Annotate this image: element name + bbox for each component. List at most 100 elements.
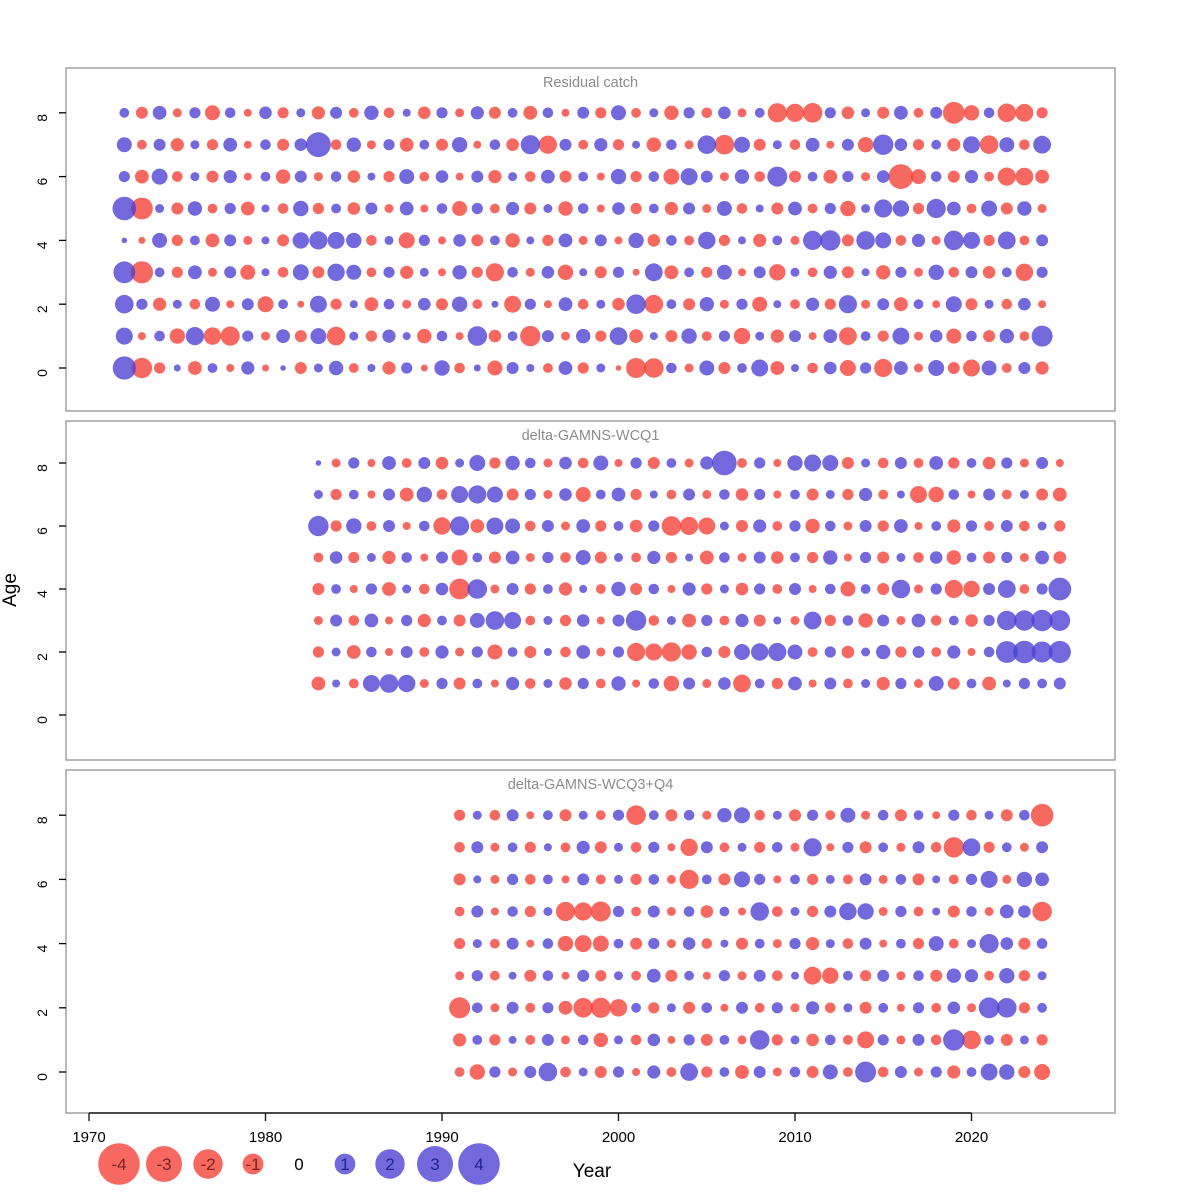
negative-residual-bubble <box>857 137 874 153</box>
positive-residual-bubble <box>207 363 218 373</box>
negative-residual-bubble <box>170 138 184 152</box>
negative-residual-bubble <box>841 106 855 120</box>
negative-residual-bubble <box>684 363 694 373</box>
positive-residual-bubble <box>614 971 623 981</box>
positive-residual-bubble <box>327 231 345 249</box>
negative-residual-bubble <box>878 874 888 884</box>
negative-residual-bubble <box>912 938 925 950</box>
x-tick-label: 2000 <box>602 1129 635 1146</box>
positive-residual-bubble <box>929 551 943 564</box>
negative-residual-bubble <box>663 675 680 692</box>
negative-residual-bubble <box>1018 937 1031 950</box>
negative-residual-bubble <box>206 170 219 183</box>
negative-residual-bubble <box>558 201 573 216</box>
negative-residual-bubble <box>1018 970 1030 982</box>
negative-residual-bubble <box>984 171 994 182</box>
panel-title-3: delta-GAMNS-WCQ3+Q4 <box>508 777 674 793</box>
negative-residual-bubble <box>524 202 537 215</box>
positive-residual-bubble <box>1037 1002 1047 1013</box>
positive-residual-bubble <box>946 201 961 216</box>
negative-residual-bubble <box>1000 1033 1013 1046</box>
positive-residual-bubble <box>734 169 750 184</box>
positive-residual-bubble <box>805 137 820 152</box>
negative-residual-bubble <box>489 809 501 821</box>
positive-residual-bubble <box>505 518 521 534</box>
positive-residual-bubble <box>1037 971 1047 981</box>
negative-residual-bubble <box>753 233 767 247</box>
legend-bubble-3 <box>417 1146 453 1182</box>
positive-residual-bubble <box>506 937 519 950</box>
negative-residual-bubble <box>524 646 537 658</box>
positive-residual-bubble <box>1014 610 1035 631</box>
positive-residual-bubble <box>365 583 377 595</box>
negative-residual-bubble <box>823 169 838 184</box>
positive-residual-bubble <box>384 235 394 245</box>
positive-residual-bubble <box>753 551 766 564</box>
y-tick-label: 4 <box>34 241 50 249</box>
negative-residual-bubble <box>523 105 538 120</box>
negative-residual-bubble <box>490 970 500 981</box>
negative-residual-bubble <box>807 362 818 374</box>
negative-residual-bubble <box>206 139 219 151</box>
negative-residual-bubble <box>383 107 395 119</box>
negative-residual-bubble <box>983 330 996 343</box>
negative-residual-bubble <box>966 203 977 214</box>
positive-residual-bubble <box>683 906 695 917</box>
positive-residual-bubble <box>720 939 729 948</box>
negative-residual-bubble <box>561 875 570 884</box>
negative-residual-bubble <box>803 966 822 985</box>
negative-residual-bubble <box>400 265 414 279</box>
positive-residual-bubble <box>912 646 925 658</box>
positive-residual-bubble <box>259 106 272 120</box>
negative-residual-bubble <box>771 677 783 690</box>
positive-residual-bubble <box>471 170 484 183</box>
negative-residual-bubble <box>702 810 712 820</box>
negative-residual-bubble <box>561 331 570 341</box>
positive-residual-bubble <box>136 298 148 310</box>
negative-residual-bubble <box>1018 1002 1030 1014</box>
positive-residual-bubble <box>507 107 518 118</box>
y-tick-label: 2 <box>34 1009 50 1017</box>
negative-residual-bubble <box>172 108 182 118</box>
negative-residual-bubble <box>208 267 217 277</box>
positive-residual-bubble <box>930 1066 942 1078</box>
positive-residual-bubble <box>962 838 981 857</box>
positive-residual-bubble <box>416 486 432 503</box>
negative-residual-bubble <box>560 552 571 563</box>
positive-residual-bubble <box>700 456 714 470</box>
positive-residual-bubble <box>896 938 906 949</box>
negative-residual-bubble <box>684 235 694 246</box>
positive-residual-bubble <box>524 1066 537 1078</box>
negative-residual-bubble <box>487 360 503 376</box>
positive-residual-bubble <box>491 300 499 308</box>
negative-residual-bubble <box>596 616 605 625</box>
positive-residual-bubble <box>508 1035 517 1044</box>
positive-residual-bubble <box>310 328 327 345</box>
negative-residual-bubble <box>490 874 500 884</box>
positive-residual-bubble <box>877 298 890 311</box>
positive-residual-bubble <box>489 139 501 150</box>
negative-residual-bubble <box>824 298 836 310</box>
negative-residual-bubble <box>487 644 503 660</box>
negative-residual-bubble <box>485 263 504 282</box>
positive-residual-bubble <box>401 362 413 374</box>
positive-residual-bubble <box>963 231 980 249</box>
negative-residual-bubble <box>1055 459 1064 467</box>
positive-residual-bubble <box>666 235 677 246</box>
negative-residual-bubble <box>681 644 697 660</box>
positive-residual-bubble <box>543 648 552 656</box>
positive-residual-bubble <box>877 809 889 821</box>
negative-residual-bubble <box>767 103 787 123</box>
x-tick-label: 1970 <box>72 1129 105 1146</box>
negative-residual-bubble <box>913 552 924 563</box>
positive-residual-bubble <box>1049 610 1071 631</box>
positive-residual-bubble <box>112 196 137 221</box>
negative-residual-bubble <box>698 517 716 535</box>
negative-residual-bubble <box>207 203 218 214</box>
positive-residual-bubble <box>719 1035 730 1045</box>
positive-residual-bubble <box>294 138 308 151</box>
negative-residual-bubble <box>449 997 471 1019</box>
negative-residual-bubble <box>842 488 854 501</box>
positive-residual-bubble <box>965 266 978 279</box>
negative-residual-bubble <box>983 551 996 564</box>
